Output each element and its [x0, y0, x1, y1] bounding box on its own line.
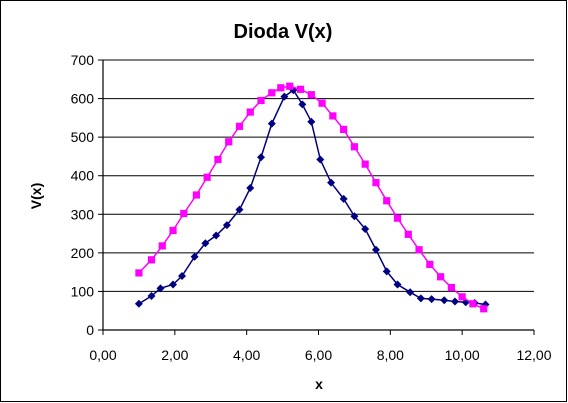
data-point: [450, 297, 459, 306]
data-point: [382, 267, 391, 276]
y-tick-label: 400: [71, 168, 95, 184]
data-point: [480, 305, 488, 313]
data-point: [235, 205, 244, 214]
data-point: [406, 288, 415, 297]
data-point: [169, 226, 177, 235]
data-point: [316, 155, 325, 164]
data-point: [203, 173, 211, 181]
data-point: [393, 280, 402, 289]
x-tick-label: 2,00: [161, 347, 188, 363]
data-point: [329, 112, 337, 120]
data-point: [257, 96, 265, 105]
data-point: [201, 239, 210, 248]
data-point: [147, 292, 156, 301]
data-point: [393, 214, 402, 222]
data-point: [169, 280, 178, 289]
data-point: [280, 92, 289, 101]
data-point: [225, 138, 233, 146]
x-tick-label: 0,00: [89, 347, 116, 363]
data-point: [178, 272, 187, 280]
data-point: [437, 273, 445, 281]
data-point: [318, 99, 326, 107]
y-tick-label: 300: [71, 206, 95, 222]
data-point: [469, 300, 477, 308]
data-point: [180, 209, 188, 218]
data-point: [156, 284, 165, 293]
x-ticks: 0,00 2,00 4,00 6,00 8,00 10,00 12,00: [89, 330, 552, 363]
data-point: [212, 231, 221, 240]
data-point: [404, 230, 412, 238]
data-point: [427, 295, 436, 304]
data-point: [277, 84, 285, 92]
data-point: [286, 82, 294, 90]
data-point: [147, 256, 156, 264]
y-tick-label: 600: [71, 91, 95, 107]
data-point: [350, 212, 359, 221]
data-point: [307, 117, 316, 126]
data-point: [307, 91, 315, 99]
y-tick-label: 700: [71, 52, 95, 68]
data-point: [340, 125, 348, 134]
data-point: [190, 252, 199, 261]
data-point: [415, 246, 423, 254]
data-point: [298, 100, 307, 109]
data-point: [134, 299, 143, 308]
data-point: [222, 221, 231, 230]
data-point: [257, 153, 266, 162]
y-tick-label: 200: [71, 245, 95, 261]
data-point: [426, 260, 434, 269]
y-tick-label: 100: [71, 283, 95, 299]
gridlines: [103, 59, 534, 292]
data-point: [158, 242, 166, 250]
series-layer: [134, 82, 490, 313]
y-tick-label: 0: [86, 322, 94, 338]
data-point: [383, 197, 391, 205]
y-tick-label: 500: [71, 129, 95, 145]
data-point: [135, 269, 143, 277]
data-point: [268, 89, 276, 97]
data-point: [246, 184, 255, 193]
series-2: [135, 82, 488, 313]
x-tick-label: 12,00: [516, 347, 551, 363]
x-tick-label: 10,00: [445, 347, 480, 363]
data-point: [214, 155, 222, 164]
plot-area: 0,00 2,00 4,00 6,00 8,00 10,00 12,00 0 100 200 30…: [71, 52, 552, 363]
data-point: [371, 245, 380, 254]
data-point: [296, 85, 305, 93]
data-point: [361, 224, 370, 233]
x-axis-label: x: [315, 376, 323, 392]
data-point: [440, 296, 449, 305]
data-point: [192, 191, 200, 199]
y-ticks: 0 100 200 300 400 500 600 700: [71, 52, 103, 338]
chart-title: Dioda V(x): [234, 21, 333, 43]
data-point: [235, 122, 244, 130]
data-point: [372, 179, 380, 187]
data-point: [339, 194, 348, 203]
data-point: [327, 178, 336, 187]
x-tick-label: 4,00: [233, 347, 260, 363]
y-axis-label: V(x): [28, 183, 44, 209]
data-point: [361, 160, 369, 168]
data-point: [246, 108, 254, 116]
data-point: [416, 294, 425, 303]
data-point: [267, 119, 276, 128]
x-tick-label: 6,00: [305, 347, 332, 363]
x-tick-label: 8,00: [377, 347, 404, 363]
data-point: [458, 293, 466, 301]
data-point: [350, 143, 359, 151]
data-point: [447, 283, 455, 292]
